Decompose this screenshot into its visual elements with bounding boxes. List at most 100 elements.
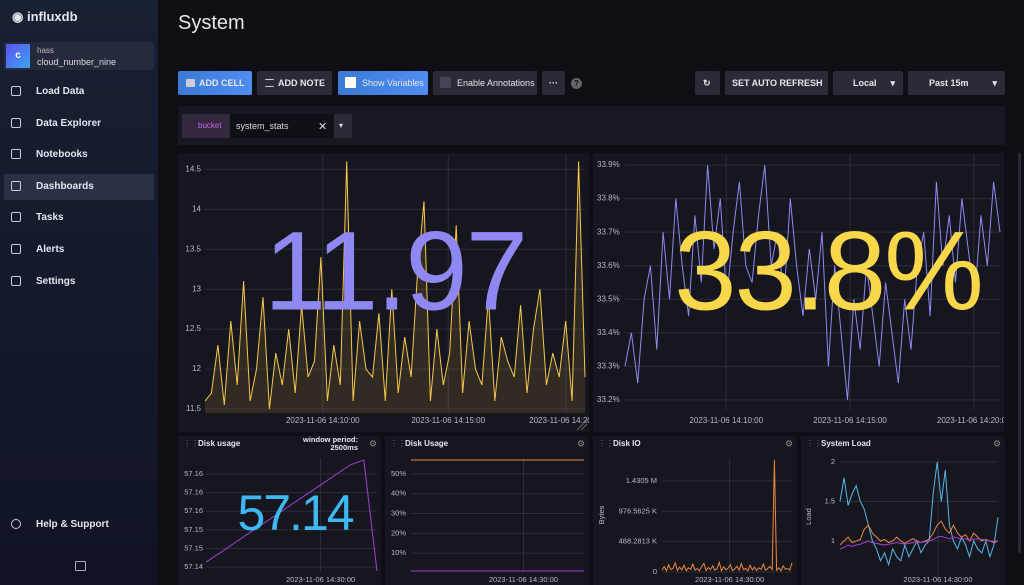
stat-value: 11.97 — [264, 209, 526, 334]
panel: 33.2% 33.3% 33.4% 33.5% 33.6% 33.7% 33.8% 33.9%… — [593, 153, 1011, 432]
panel-title: Disk Usage — [405, 439, 449, 448]
y-tick-label: 12.5 — [185, 324, 201, 333]
add-cell-button[interactable]: ADD CELL — [178, 71, 252, 95]
line — [205, 459, 378, 572]
stat-value: 57.14 — [237, 485, 353, 541]
y-tick-label: 57.16 — [184, 469, 203, 478]
y-tick-label: 33.9% — [597, 160, 620, 169]
sidebar: ◉ influxdb c hass cloud_number_nine Load… — [0, 0, 158, 585]
panel-bg — [178, 436, 381, 585]
x-tick-label: 2023-11-06 14:20:00 — [529, 416, 603, 425]
panel-note: 2500ms — [330, 443, 358, 452]
add-note-button[interactable]: ADD NOTE — [257, 71, 332, 95]
auto-refresh-button[interactable]: SET AUTO REFRESH — [725, 71, 828, 95]
nav-label: Dashboards — [36, 181, 94, 192]
x-tick-label: 2023-11-06 14:20:00 — [937, 416, 1011, 425]
org-user: hass — [37, 46, 54, 55]
y-tick-label: 20% — [391, 528, 406, 537]
collapse-bar[interactable] — [0, 545, 158, 585]
annotations-toggle[interactable]: Enable Annotations — [433, 71, 537, 95]
refresh-button[interactable]: ↻ — [695, 71, 720, 95]
timezone-dropdown[interactable]: Local ▾ — [833, 71, 903, 95]
settings-icon[interactable]: ⚙ — [369, 438, 377, 448]
stat-value: 33.8% — [674, 209, 982, 334]
panel: 10% 20% 30% 40% 50% 2023-11-06 14:30:00 ⋮⋮ Disk… — [385, 436, 589, 585]
line — [839, 535, 998, 550]
time-range-dropdown[interactable]: Past 15m ▾ — [908, 71, 1005, 95]
y-tick-label: 57.16 — [184, 488, 203, 497]
settings-icon[interactable]: ⚙ — [785, 438, 793, 448]
nav-label: Load Data — [36, 86, 85, 97]
y-tick-label: 33.2% — [597, 395, 620, 404]
line — [839, 461, 999, 567]
x-tick-label: 2023-11-06 14:10:00 — [689, 416, 763, 425]
scrollbar — [1018, 153, 1021, 553]
panel: 57.14 57.15 57.15 57.16 57.16 57.16 2023-11-06… — [178, 435, 381, 585]
nav-label: Settings — [36, 276, 76, 287]
y-tick-label: 14 — [192, 204, 201, 213]
panel-content: 11.5 12 12.5 13 13.5 14 14.5 2023-11-06 14:10:0… — [185, 155, 603, 425]
drag-handle: ⋮⋮ — [390, 439, 406, 448]
nav-item[interactable]: Data Explorer — [4, 111, 154, 137]
btn-text: Local — [853, 78, 877, 88]
drag-handle: ⋮⋮ — [806, 439, 822, 448]
collapse-icon — [75, 561, 86, 571]
settings-icon[interactable]: ⚙ — [577, 438, 585, 448]
logo[interactable]: ◉ influxdb — [12, 9, 78, 24]
y-tick-label: 33.7% — [597, 227, 620, 236]
nav-label: Notebooks — [36, 149, 88, 160]
x-tick-label: 2023-11-06 14:30:00 — [286, 575, 355, 584]
y-tick-label: 1.5 — [825, 496, 835, 505]
y-tick-label: 14.5 — [185, 164, 201, 173]
y-tick-label: 10% — [391, 548, 406, 557]
nav-item[interactable]: Load Data — [4, 79, 154, 105]
x-tick-label: 2023-11-06 14:15:00 — [411, 416, 485, 425]
org-name: cloud_number_nine — [37, 57, 117, 67]
y-tick-label: 50% — [391, 469, 406, 478]
panel-bg — [593, 436, 797, 585]
nav-item[interactable]: Alerts — [4, 237, 154, 263]
btn-text: Show Variables — [362, 78, 424, 88]
variable-dropdown[interactable]: bucket system_stats ✕ ▾ — [182, 114, 352, 138]
y-tick-label: 57.16 — [184, 506, 203, 515]
y-tick-label: 57.14 — [184, 562, 203, 571]
help-text: Help & Support — [36, 519, 109, 530]
panel: 0 488.2813 K 976.5625 K 1.4305 M 2023-11-06 … — [593, 436, 797, 585]
panel-note: window period: — [302, 435, 358, 444]
y-axis-label: Bytes — [597, 505, 606, 524]
y-tick-label: 1.4305 M — [626, 476, 657, 485]
nav-item[interactable]: Notebooks — [4, 142, 154, 168]
panel: 11.5 12 12.5 13 13.5 14 14.5 2023-11-06 14:10:0… — [178, 153, 603, 432]
clear-icon[interactable]: ✕ — [318, 121, 328, 133]
y-tick-label: 488.2813 K — [619, 537, 657, 546]
drag-handle: ⋮⋮ — [183, 439, 199, 448]
nav-label: Tasks — [36, 212, 64, 223]
y-tick-label: 0 — [653, 567, 657, 576]
line — [661, 459, 793, 573]
btn-text: SET AUTO REFRESH — [732, 78, 823, 88]
resize-handle — [576, 419, 588, 431]
nav-item[interactable]: Settings — [4, 269, 154, 295]
help-icon[interactable]: ? — [571, 78, 582, 89]
org-switcher[interactable]: c hass cloud_number_nine — [4, 42, 154, 70]
nav-item[interactable]: Tasks — [4, 205, 154, 231]
help-link[interactable]: Help & Support — [4, 512, 154, 538]
more-button[interactable]: ··· — [542, 71, 565, 95]
panel-content: 33.2% 33.3% 33.4% 33.5% 33.6% 33.7% 33.8% 33.9%… — [597, 155, 1011, 425]
x-tick-label: 2023-11-06 14:10:00 — [286, 416, 360, 425]
panel-content: 0 488.2813 K 976.5625 K 1.4305 M 2023-11-06 … — [597, 458, 793, 584]
y-tick-label: 1 — [831, 536, 835, 545]
settings-icon[interactable]: ⚙ — [993, 438, 1001, 448]
y-tick-label: 33.5% — [597, 294, 620, 303]
panel-title: Disk IO — [613, 439, 641, 448]
panel-title: Disk usage — [198, 439, 241, 448]
y-tick-label: 12 — [192, 364, 201, 373]
nav-label: Alerts — [36, 244, 65, 255]
variable-label: bucket — [182, 114, 228, 138]
area — [205, 161, 585, 413]
y-tick-label: 33.8% — [597, 194, 620, 203]
nav-item[interactable]: Dashboards — [4, 174, 154, 200]
y-tick-label: 13.5 — [185, 244, 201, 253]
show-variables-toggle[interactable]: Show Variables — [338, 71, 428, 95]
